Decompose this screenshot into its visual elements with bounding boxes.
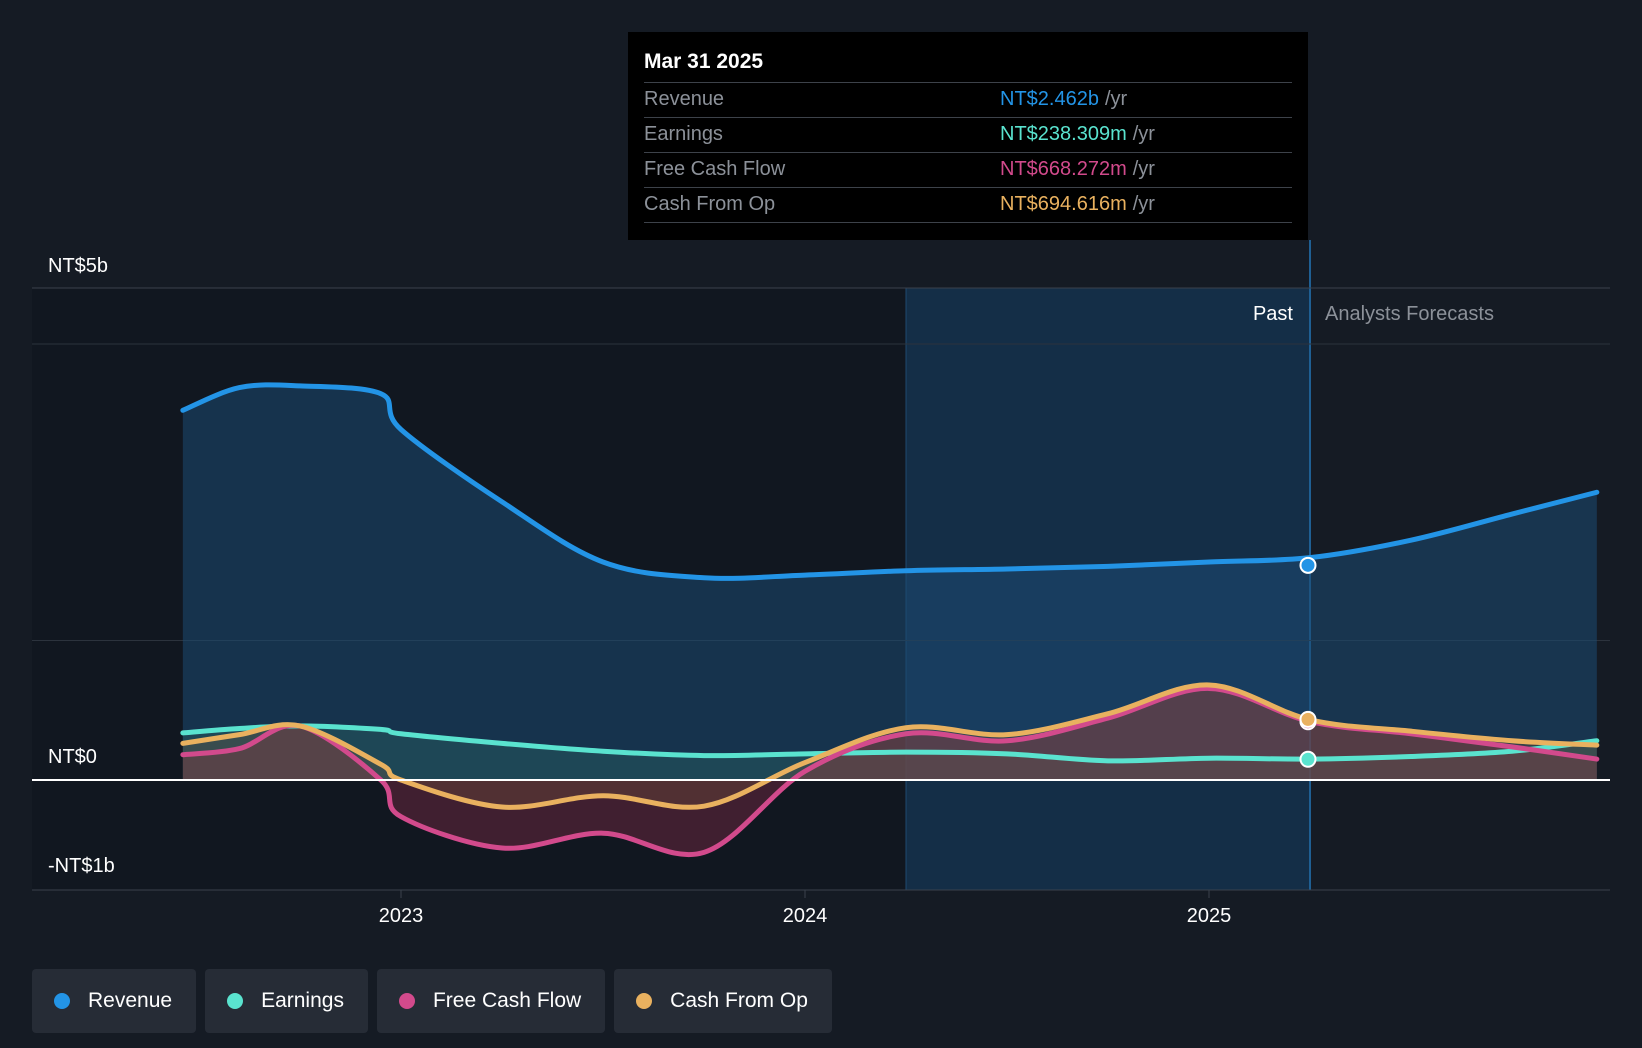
tooltip-value: NT$694.616m [1000,193,1127,215]
tooltip-unit: /yr [1132,123,1155,145]
legend-label: Cash From Op [670,989,808,1012]
free-cash-flow-area [182,688,1597,855]
y-axis-label-zero: NT$0 [48,746,97,768]
legend-label: Earnings [261,989,344,1012]
y-axis-label-top: NT$5b [48,255,108,277]
x-tick-2025: 2025 [1187,905,1232,927]
tooltip-value: NT$2.462b [1000,88,1099,110]
legend-free-cash-flow[interactable]: Free Cash Flow [376,969,606,1033]
tooltip-row-revenue: Revenue NT$2.462b /yr [644,82,1292,117]
cash-from-op-line [180,682,1600,810]
tooltip-label: Earnings [644,123,723,145]
y-axis-label-bottom: -NT$1b [48,855,115,877]
tooltip-label: Free Cash Flow [644,158,786,180]
legend-earnings[interactable]: Earnings [205,969,368,1033]
tooltip-value: NT$668.272m [1000,158,1127,180]
tooltip-unit: /yr [1132,193,1155,215]
x-tick-2023: 2023 [379,905,424,927]
revenue-area [182,384,1597,780]
revenue-marker [1299,556,1317,574]
cash-from-op-dot-icon [636,993,653,1009]
tooltip-value: NT$238.309m [1000,123,1127,145]
legend-revenue[interactable]: Revenue [32,969,197,1033]
revenue-line [180,382,1600,581]
tooltip: Mar 31 2025 Revenue NT$2.462b /yr Earnin… [628,32,1308,240]
legend-label: Revenue [88,989,173,1012]
past-label: Past [1253,303,1293,325]
tooltip-unit: /yr [1104,88,1128,110]
tooltip-date: Mar 31 2025 [644,50,764,73]
cash-from-op-area [182,684,1597,808]
tooltip-label: Cash From Op [644,193,776,215]
tooltip-row-cash-from-op: Cash From Op NT$694.616m /yr [644,187,1292,223]
analysts-forecasts-label: Analysts Forecasts [1325,303,1494,325]
tooltip-label: Revenue [644,88,725,110]
legend-cash-from-op[interactable]: Cash From Op [614,969,832,1033]
tooltip-row-free-cash-flow: Free Cash Flow NT$668.272m /yr [644,152,1292,187]
revenue-dot-icon [54,993,70,1009]
tooltip-unit: /yr [1132,158,1155,180]
free-cash-flow-dot-icon [398,993,415,1009]
earnings-dot-icon [227,993,244,1009]
legend-label: Free Cash Flow [432,989,582,1012]
x-tick-2024: 2024 [783,905,828,927]
cash-from-op-marker [1299,710,1317,728]
earnings-marker [1299,750,1317,768]
tooltip-row-earnings: Earnings NT$238.309m /yr [644,117,1292,152]
legend: Revenue Earnings Free Cash Flow Cash Fro… [32,969,832,1033]
